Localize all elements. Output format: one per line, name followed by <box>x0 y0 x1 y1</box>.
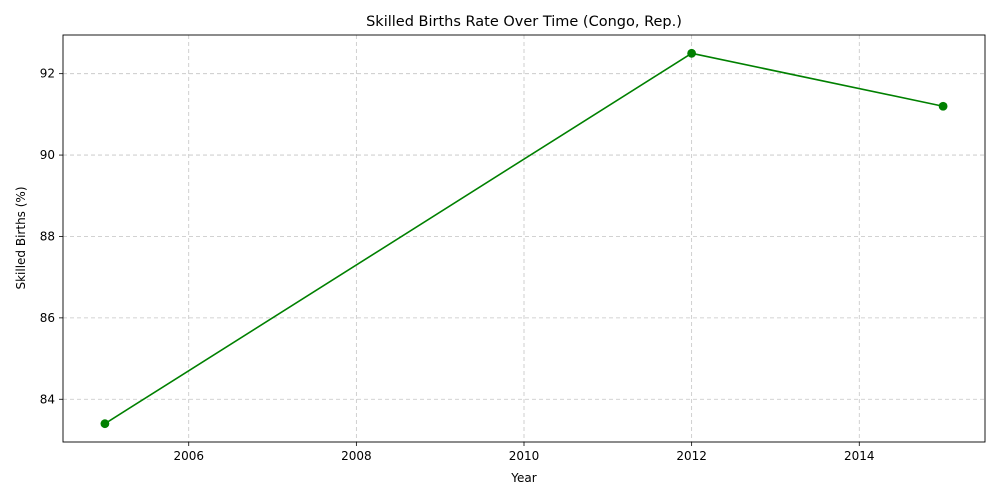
data-point <box>100 419 110 429</box>
y-tick-label: 84 <box>40 392 55 406</box>
y-axis-label: Skilled Births (%) <box>14 186 28 289</box>
y-tick-label: 90 <box>40 148 55 162</box>
x-tick-label: 2008 <box>341 449 372 463</box>
y-axis: 84 86 88 90 92 <box>40 67 63 406</box>
x-axis-label: Year <box>510 471 536 485</box>
x-axis: 2006 2008 2010 2012 2014 <box>173 442 875 463</box>
y-tick-label: 86 <box>40 311 55 325</box>
chart-title: Skilled Births Rate Over Time (Congo, Re… <box>366 14 682 30</box>
grid <box>63 35 985 442</box>
y-tick-label: 88 <box>40 229 55 243</box>
x-tick-label: 2012 <box>676 449 707 463</box>
data-point <box>687 48 697 58</box>
x-tick-label: 2006 <box>173 449 204 463</box>
x-tick-label: 2010 <box>509 449 540 463</box>
y-tick-label: 92 <box>40 67 55 81</box>
data-point <box>938 101 948 111</box>
x-tick-label: 2014 <box>844 449 875 463</box>
series-layer <box>100 48 948 429</box>
